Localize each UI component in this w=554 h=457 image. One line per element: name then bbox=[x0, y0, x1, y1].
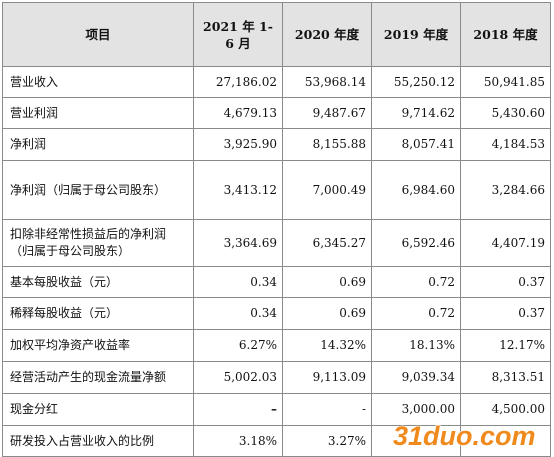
row-label: 净利润（归属于母公司股东） bbox=[2, 160, 194, 220]
header-2021h1: 2021 年 1-6 月 bbox=[193, 2, 283, 67]
row-label: 加权平均净资产收益率 bbox=[2, 329, 194, 362]
cell-value: 4,679.13 bbox=[193, 97, 283, 129]
cell-value: 9,113.09 bbox=[282, 361, 372, 394]
table-row: 净利润（归属于母公司股东） 3,413.12 7,000.49 6,984.60… bbox=[2, 160, 551, 220]
cell-value: 0.34 bbox=[193, 266, 283, 298]
cell-value: 4,500.00 bbox=[460, 393, 551, 426]
table-row: 营业收入 27,186.02 53,968.14 55,250.12 50,94… bbox=[2, 66, 551, 98]
cell-value: 0.72 bbox=[371, 297, 461, 330]
cell-value: 0.69 bbox=[282, 266, 372, 298]
cell-value: 6,592.46 bbox=[371, 219, 461, 267]
row-label: 净利润 bbox=[2, 128, 194, 161]
header-item: 项目 bbox=[2, 2, 194, 67]
table-row: 净利润 3,925.90 8,155.88 8,057.41 4,184.53 bbox=[2, 128, 551, 161]
cell-value: 4,407.19 bbox=[460, 219, 551, 267]
table-row: 加权平均净资产收益率 6.27% 14.32% 18.13% 12.17% bbox=[2, 329, 551, 362]
cell-value: 9,487.67 bbox=[282, 97, 372, 129]
table-row: 经营活动产生的现金流量净额 5,002.03 9,113.09 9,039.34… bbox=[2, 361, 551, 394]
cell-value: 0.34 bbox=[193, 297, 283, 330]
cell-value: 3.27% bbox=[282, 425, 372, 457]
table-row: 现金分红 – - 3,000.00 4,500.00 bbox=[2, 393, 551, 426]
row-label: 营业收入 bbox=[2, 66, 194, 98]
cell-value: 0.72 bbox=[371, 266, 461, 298]
cell-value: 7,000.49 bbox=[282, 160, 372, 220]
cell-value: 53,968.14 bbox=[282, 66, 372, 98]
cell-value: 9,039.34 bbox=[371, 361, 461, 394]
cell-value: 0.37 bbox=[460, 266, 551, 298]
cell-value: 8,057.41 bbox=[371, 128, 461, 161]
cell-value: 14.32% bbox=[282, 329, 372, 362]
cell-value: 0.37 bbox=[460, 297, 551, 330]
table-row: 扣除非经常性损益后的净利润（归属于母公司股东） 3,364.69 6,345.2… bbox=[2, 219, 551, 267]
row-label: 扣除非经常性损益后的净利润（归属于母公司股东） bbox=[2, 219, 194, 267]
cell-value: 12.17% bbox=[460, 329, 551, 362]
row-label: 营业利润 bbox=[2, 97, 194, 129]
cell-value: - bbox=[282, 393, 372, 426]
cell-value: 5,002.03 bbox=[193, 361, 283, 394]
cell-value: 4,184.53 bbox=[460, 128, 551, 161]
cell-value: 6,345.27 bbox=[282, 219, 372, 267]
header-2020: 2020 年度 bbox=[282, 2, 372, 67]
cell-value: 50,941.85 bbox=[460, 66, 551, 98]
cell-value: 55,250.12 bbox=[371, 66, 461, 98]
cell-value bbox=[371, 425, 461, 457]
table-row: 研发投入占营业收入的比例 3.18% 3.27% bbox=[2, 425, 551, 457]
row-label: 基本每股收益（元） bbox=[2, 266, 194, 298]
cell-value: 18.13% bbox=[371, 329, 461, 362]
cell-value: 3,284.66 bbox=[460, 160, 551, 220]
header-2018: 2018 年度 bbox=[460, 2, 551, 67]
table-row: 基本每股收益（元） 0.34 0.69 0.72 0.37 bbox=[2, 266, 551, 298]
cell-value bbox=[460, 425, 551, 457]
cell-value: 6,984.60 bbox=[371, 160, 461, 220]
cell-value: 3,000.00 bbox=[371, 393, 461, 426]
cell-value: 3,413.12 bbox=[193, 160, 283, 220]
cell-value: 0.69 bbox=[282, 297, 372, 330]
row-label: 现金分红 bbox=[2, 393, 194, 426]
cell-value: 3,364.69 bbox=[193, 219, 283, 267]
cell-value: 6.27% bbox=[193, 329, 283, 362]
row-label: 稀释每股收益（元） bbox=[2, 297, 194, 330]
table-header-row: 项目 2021 年 1-6 月 2020 年度 2019 年度 2018 年度 bbox=[2, 2, 551, 67]
cell-value: 3,925.90 bbox=[193, 128, 283, 161]
table-row: 营业利润 4,679.13 9,487.67 9,714.62 5,430.60 bbox=[2, 97, 551, 129]
row-label: 研发投入占营业收入的比例 bbox=[2, 425, 194, 457]
cell-value: 8,155.88 bbox=[282, 128, 372, 161]
cell-value: 27,186.02 bbox=[193, 66, 283, 98]
cell-value: 8,313.51 bbox=[460, 361, 551, 394]
table-row: 稀释每股收益（元） 0.34 0.69 0.72 0.37 bbox=[2, 297, 551, 330]
cell-value: 9,714.62 bbox=[371, 97, 461, 129]
row-label: 经营活动产生的现金流量净额 bbox=[2, 361, 194, 394]
cell-value: – bbox=[193, 393, 283, 426]
cell-value: 5,430.60 bbox=[460, 97, 551, 129]
header-2019: 2019 年度 bbox=[371, 2, 461, 67]
cell-value: 3.18% bbox=[193, 425, 283, 457]
